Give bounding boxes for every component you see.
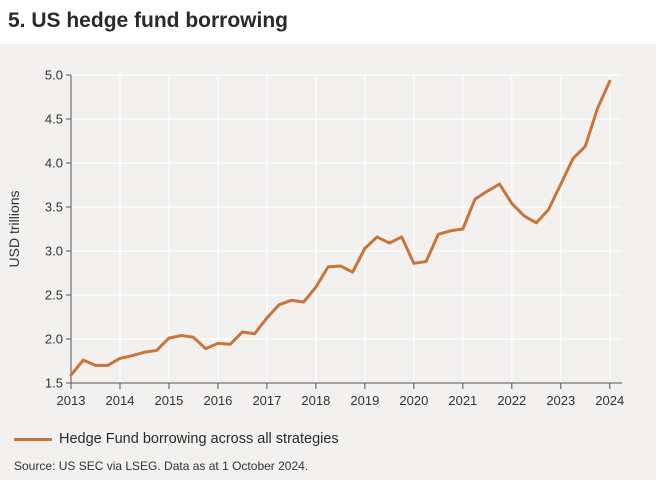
x-tick-label: 2014 <box>106 393 135 408</box>
x-tick-label: 2020 <box>399 393 428 408</box>
x-tick-label: 2013 <box>57 393 86 408</box>
x-tick-label: 2023 <box>546 393 575 408</box>
y-tick-label: 1.5 <box>45 376 63 391</box>
y-tick-label: 2.0 <box>45 332 63 347</box>
x-tick-label: 2022 <box>497 393 526 408</box>
y-tick-label: 5.0 <box>45 68 63 83</box>
y-tick-labels: 1.5 2.0 2.5 3.0 3.5 4.0 4.5 5.0 <box>45 68 63 391</box>
legend-swatch <box>14 437 52 441</box>
chart-title: 5. US hedge fund borrowing <box>8 9 288 32</box>
x-tick-label: 2018 <box>301 393 330 408</box>
x-tick-label: 2016 <box>203 393 232 408</box>
legend-label: Hedge Fund borrowing across all strategi… <box>59 431 339 447</box>
title-bar: 5. US hedge fund borrowing <box>0 0 656 44</box>
y-tick-label: 3.5 <box>45 200 63 215</box>
x-tick-label: 2017 <box>252 393 281 408</box>
axes <box>66 74 622 389</box>
y-tick-label: 3.0 <box>45 244 63 259</box>
chart-area: 1.5 2.0 2.5 3.0 3.5 4.0 4.5 5.0 2013 2014 2015 201… <box>0 44 656 480</box>
x-tick-label: 2019 <box>350 393 379 408</box>
x-tick-label: 2015 <box>154 393 183 408</box>
y-tick-label: 2.5 <box>45 288 63 303</box>
y-tick-label: 4.0 <box>45 156 63 171</box>
x-tick-label: 2024 <box>595 393 624 408</box>
y-axis-label: USD trillions <box>6 190 22 267</box>
x-tick-label: 2021 <box>448 393 477 408</box>
line-chart: 1.52.02.53.03.54.04.55.0 2013 2014 2015 201… <box>6 68 625 409</box>
legend: Hedge Fund borrowing across all strategi… <box>14 430 339 448</box>
x-tick-labels: 2013 2014 2015 2016 2017 2018 2019 2020 2021 2022… <box>57 393 625 408</box>
y-tick-label: 4.5 <box>45 112 63 127</box>
source-note: Source: US SEC via LSEG. Data as at 1 Oc… <box>14 459 309 473</box>
series-line-hedge-fund-borrowing <box>69 79 612 377</box>
grid-lines <box>71 74 622 383</box>
